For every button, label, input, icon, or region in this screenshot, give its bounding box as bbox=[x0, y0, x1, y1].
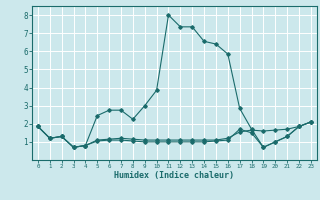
X-axis label: Humidex (Indice chaleur): Humidex (Indice chaleur) bbox=[115, 171, 234, 180]
